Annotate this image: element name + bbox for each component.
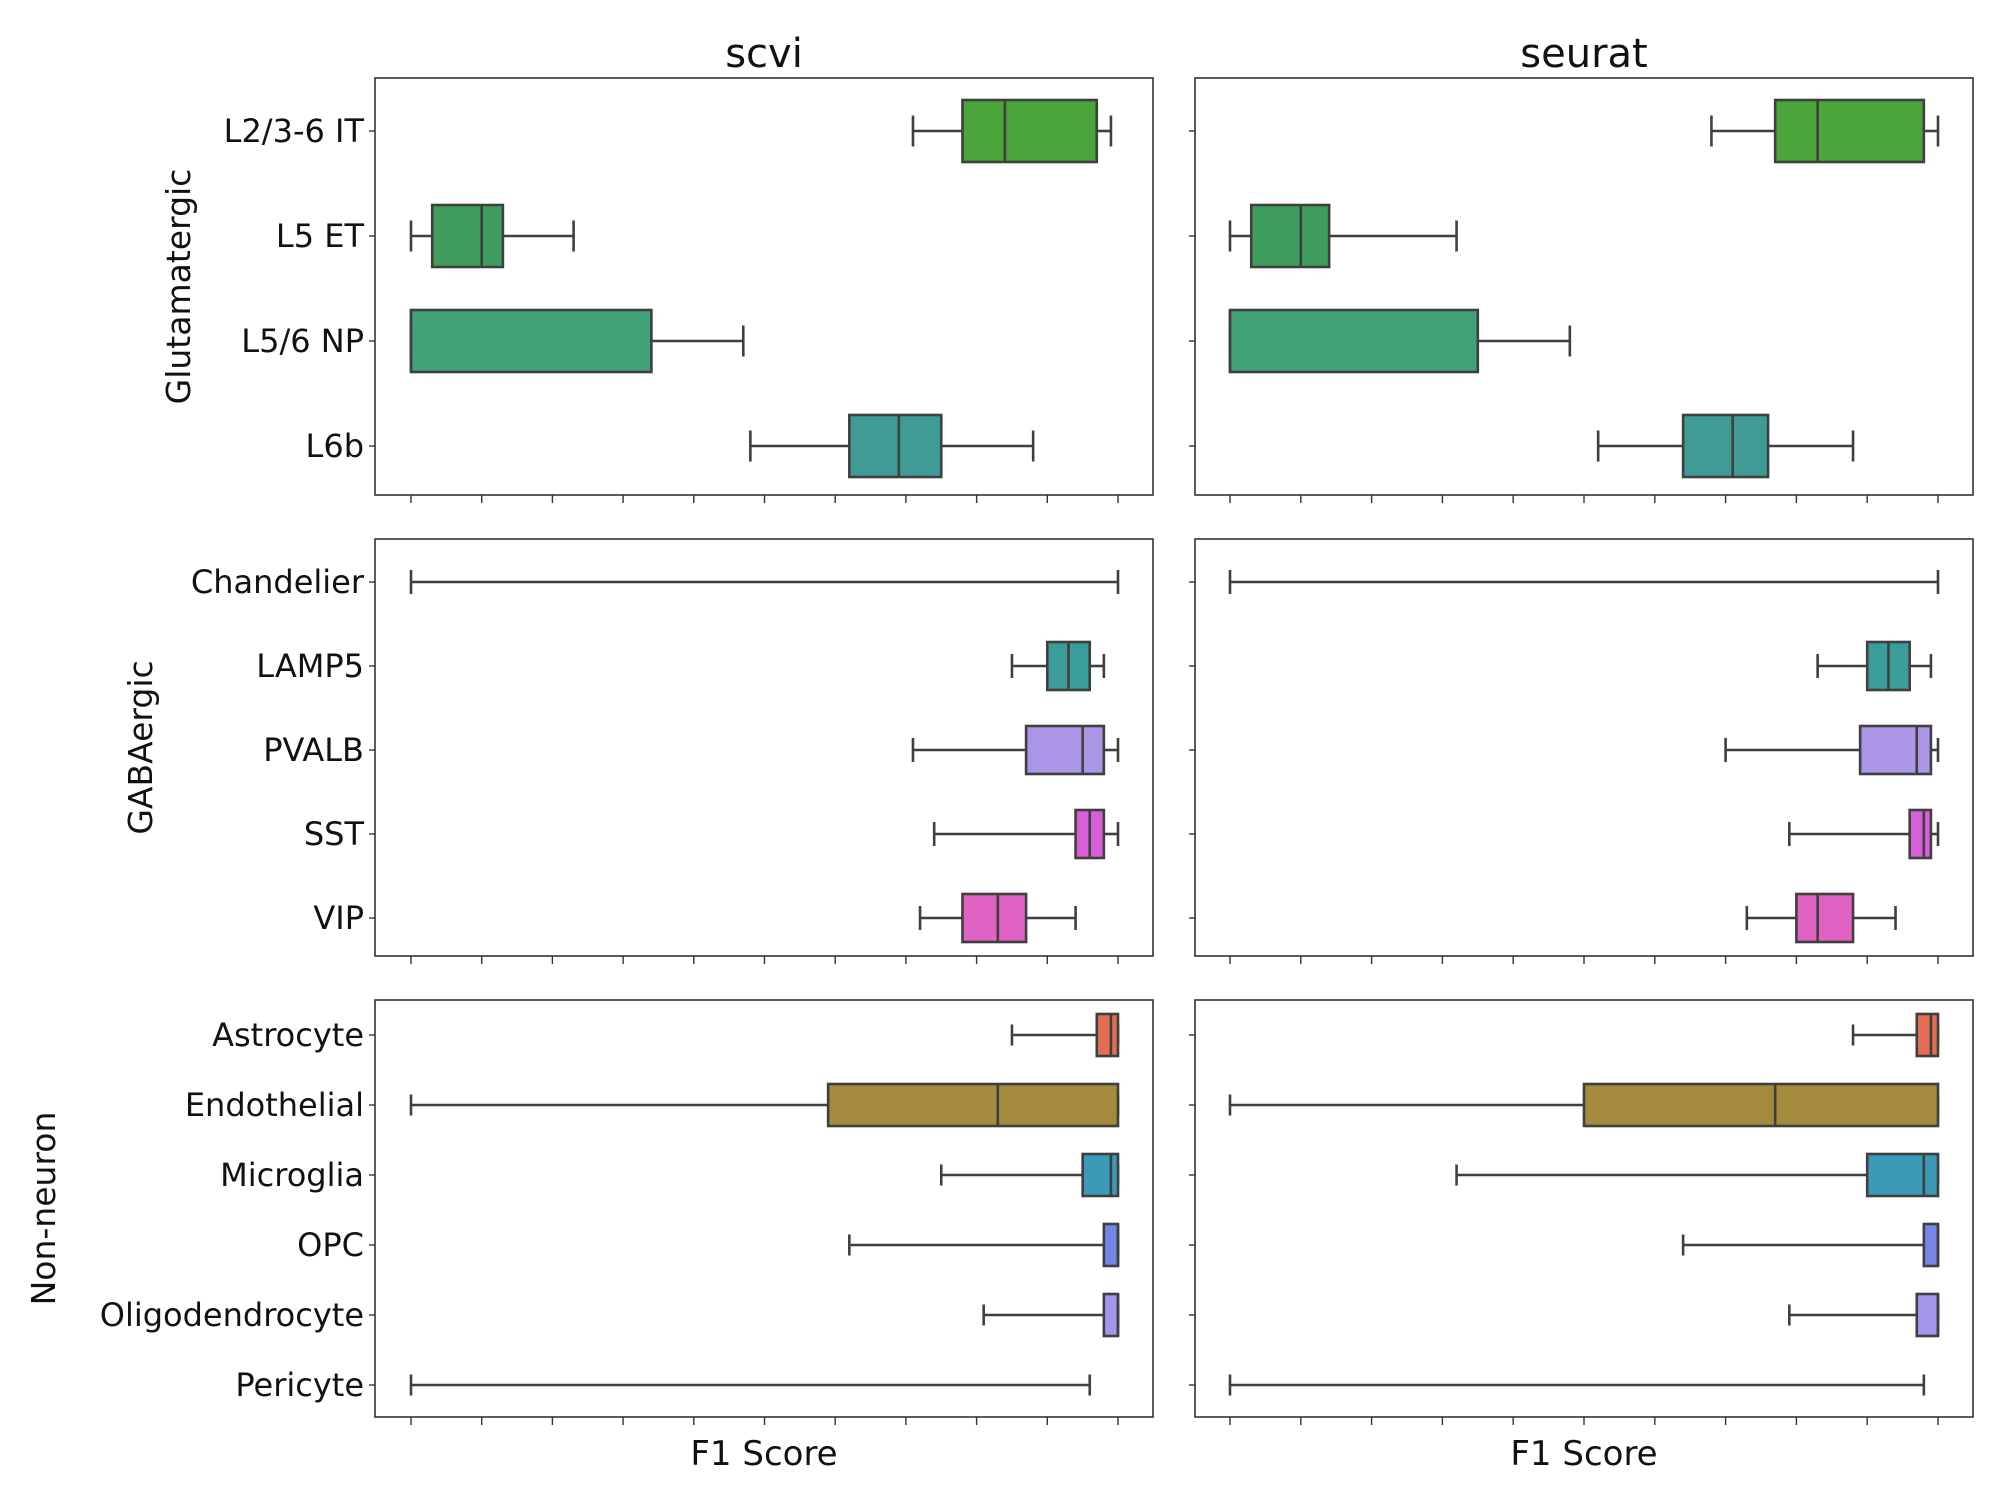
panel-seurat-non-neuron: [1189, 999, 1974, 1425]
box-iqr: [1081, 1152, 1120, 1198]
panel-seurat-glutamatergic: [1189, 77, 1974, 503]
y-tick-label: PVALB: [263, 731, 364, 769]
box-iqr: [1024, 724, 1106, 776]
box-scvi-l2-3-6-it: L2/3-6 IT: [224, 98, 1113, 164]
box-scvi-l5-et: L5 ET: [276, 203, 575, 269]
box-iqr: [430, 203, 505, 269]
box-seurat-opc: [1189, 1222, 1940, 1268]
box-scvi-endothelial: Endothelial: [185, 1082, 1120, 1128]
box-iqr: [409, 308, 653, 374]
box-iqr: [1908, 808, 1933, 860]
box-scvi-lamp5: LAMP5: [256, 640, 1106, 692]
box-iqr: [1102, 1292, 1120, 1338]
box-iqr: [1681, 413, 1770, 479]
y-tick-label: L5/6 NP: [241, 322, 364, 360]
axes-frame: [1194, 538, 1974, 957]
y-tick-label: LAMP5: [256, 647, 364, 685]
box-seurat-oligodendrocyte: [1189, 1292, 1940, 1338]
panel-scvi-non-neuron: Astrocyte Endothelial Microglia OPC Oligoden…: [100, 999, 1154, 1425]
box-scvi-pericyte: Pericyte: [235, 1366, 1092, 1404]
box-scvi-l6b: L6b: [306, 413, 1035, 479]
panel-scvi-gabaergic: Chandelier LAMP5 PVALB SST VIP: [191, 538, 1154, 964]
y-tick-label: SST: [304, 815, 365, 853]
axes-frame: [1194, 999, 1974, 1418]
panel-seurat-gabaergic: [1189, 538, 1974, 964]
box-iqr: [1858, 724, 1933, 776]
box-seurat-vip: [1189, 892, 1897, 944]
y-tick-label: L5 ET: [276, 217, 365, 255]
box-seurat-microglia: [1189, 1152, 1940, 1198]
box-scvi-vip: VIP: [313, 892, 1077, 944]
panel-title-seurat: seurat: [1520, 31, 1647, 77]
group-label-non-neuron: Non-neuron: [24, 1112, 63, 1306]
box-seurat-l5-et: [1189, 203, 1458, 269]
y-tick-label: Chandelier: [191, 563, 365, 601]
box-seurat-chandelier: [1189, 570, 1940, 594]
box-scvi-astrocyte: Astrocyte: [212, 1012, 1120, 1058]
x-axis-label-seurat: F1 Score: [1510, 1434, 1657, 1474]
box-seurat-astrocyte: [1189, 1012, 1940, 1058]
y-tick-label: Astrocyte: [212, 1016, 364, 1054]
box-seurat-endothelial: [1189, 1082, 1940, 1128]
box-scvi-sst: SST: [304, 808, 1120, 860]
y-tick-label: Endothelial: [185, 1086, 364, 1124]
box-seurat-l5-6-np: [1189, 308, 1572, 374]
box-iqr: [1922, 1222, 1940, 1268]
panel-title-scvi: scvi: [725, 31, 803, 77]
y-tick-label: L2/3-6 IT: [224, 112, 365, 150]
box-iqr: [961, 98, 1099, 164]
box-iqr: [1228, 308, 1480, 374]
box-iqr: [1582, 1082, 1940, 1128]
y-tick-label: L6b: [306, 427, 365, 465]
y-tick-label: Pericyte: [235, 1366, 364, 1404]
y-tick-label: Microglia: [220, 1156, 364, 1194]
box-iqr: [1249, 203, 1331, 269]
box-seurat-pvalb: [1189, 724, 1940, 776]
y-tick-label: Oligodendrocyte: [100, 1296, 364, 1334]
box-seurat-pericyte: [1189, 1374, 1926, 1396]
box-iqr: [1915, 1292, 1940, 1338]
box-iqr: [961, 892, 1028, 944]
group-label-gabaergic: GABAergic: [121, 660, 160, 834]
box-seurat-lamp5: [1189, 640, 1933, 692]
y-tick-label: VIP: [313, 899, 364, 937]
box-iqr: [1865, 1152, 1940, 1198]
box-seurat-l2-3-6-it: [1189, 98, 1940, 164]
box-scvi-oligodendrocyte: Oligodendrocyte: [100, 1292, 1120, 1338]
group-label-glutamatergic: Glutamatergic: [159, 169, 198, 405]
box-iqr: [826, 1082, 1120, 1128]
box-iqr: [1102, 1222, 1120, 1268]
box-iqr: [1795, 892, 1855, 944]
box-iqr: [1773, 98, 1926, 164]
x-axis-label-scvi: F1 Score: [690, 1434, 837, 1474]
y-tick-label: OPC: [297, 1226, 364, 1264]
box-scvi-opc: OPC: [297, 1222, 1120, 1268]
box-seurat-l6b: [1189, 413, 1855, 479]
box-scvi-microglia: Microglia: [220, 1152, 1120, 1198]
box-iqr: [1095, 1012, 1120, 1058]
box-scvi-chandelier: Chandelier: [191, 563, 1120, 601]
box-seurat-sst: [1189, 808, 1940, 860]
box-iqr: [1915, 1012, 1940, 1058]
axes-frame: [374, 999, 1154, 1418]
box-scvi-pvalb: PVALB: [263, 724, 1120, 776]
panel-scvi-glutamatergic: L2/3-6 IT L5 ET L5/6 NP L6b: [224, 77, 1154, 503]
box-iqr: [848, 413, 943, 479]
box-scvi-l5-6-np: L5/6 NP: [241, 308, 745, 374]
